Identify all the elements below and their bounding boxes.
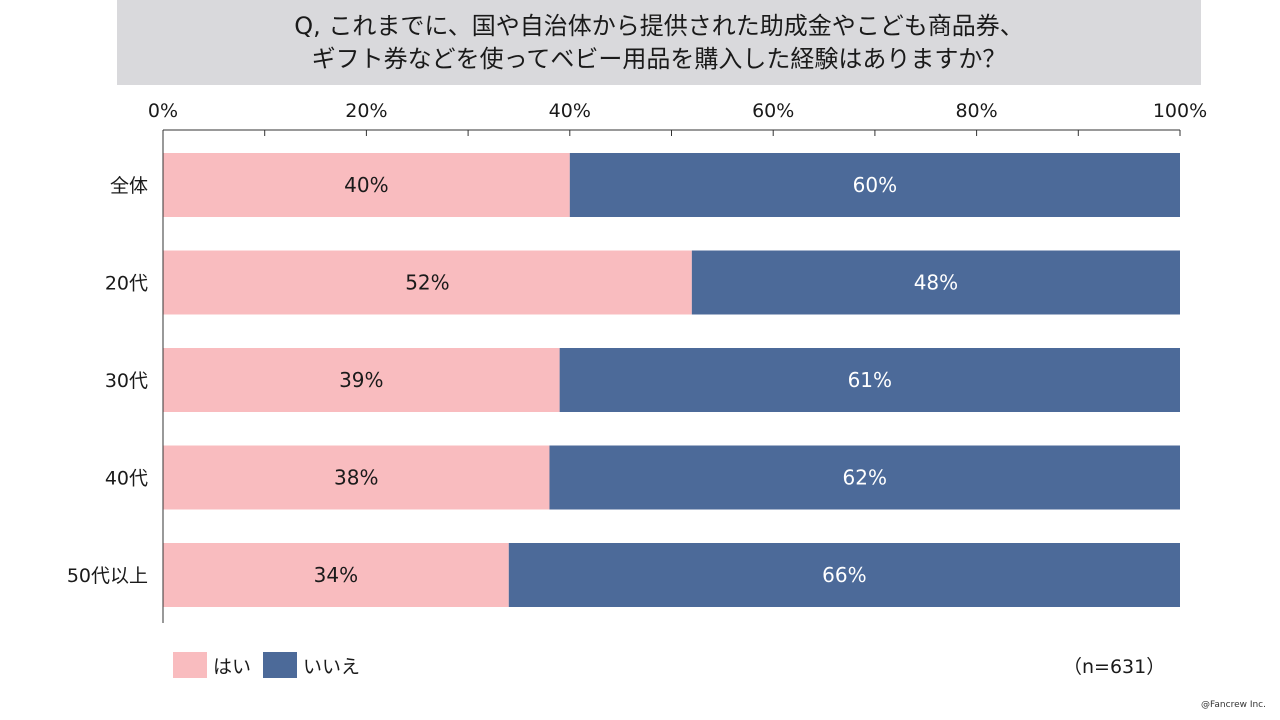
x-tick-label: 40% (549, 100, 591, 122)
bar-segment-yes (163, 250, 692, 315)
question-title-line-1: Q, これまでに、国や自治体から提供された助成金やこども商品券、 (294, 11, 1024, 40)
question-title: Q, これまでに、国や自治体から提供された助成金やこども商品券、 ギフト券などを… (117, 0, 1201, 85)
data-label: 48% (914, 271, 958, 295)
data-label: 40% (344, 173, 388, 197)
legend-item-yes: はい (173, 652, 251, 679)
data-label: 60% (853, 173, 897, 197)
legend-item-no: いいえ (263, 652, 360, 679)
data-label: 62% (843, 466, 887, 490)
data-label: 66% (822, 563, 866, 587)
sample-size-label: （n=631） (1063, 656, 1166, 678)
bar-segment-no (559, 348, 1180, 412)
legend-swatch-no (263, 652, 298, 678)
legend-label-yes: はい (213, 655, 252, 678)
x-tick-label: 20% (345, 100, 387, 122)
category-label: 50代以上 (67, 565, 148, 587)
x-tick-label: 100% (1153, 100, 1207, 122)
bar-segment-no (549, 445, 1180, 510)
bar-segment-no (508, 543, 1180, 607)
bar-segment-yes (163, 153, 570, 217)
data-label: 38% (334, 466, 378, 490)
legend-swatch-yes (173, 652, 207, 678)
data-label: 52% (405, 271, 449, 295)
category-label: 40代 (105, 468, 148, 490)
question-title-line-2: ギフト券などを使ってベビー用品を購入した経験はありますか？ (311, 44, 1007, 73)
category-label: 30代 (105, 370, 148, 392)
category-label: 20代 (105, 273, 148, 295)
x-tick-label: 80% (955, 100, 997, 122)
data-label: 39% (339, 368, 383, 392)
copyright-credit: @Fancrew Inc. (1201, 700, 1266, 710)
x-tick-label: 0% (148, 100, 178, 122)
data-label: 61% (848, 368, 892, 392)
bar-segment-yes (163, 348, 560, 412)
x-tick-label: 60% (752, 100, 794, 122)
data-label: 34% (314, 563, 358, 587)
bar-segment-yes (163, 445, 550, 510)
legend: はい いいえ (173, 650, 372, 680)
bar-segment-no (691, 250, 1180, 315)
legend-label-no: いいえ (303, 655, 361, 678)
category-label: 全体 (110, 175, 148, 197)
bar-segment-yes (163, 543, 509, 607)
bar-segment-no (569, 153, 1180, 217)
